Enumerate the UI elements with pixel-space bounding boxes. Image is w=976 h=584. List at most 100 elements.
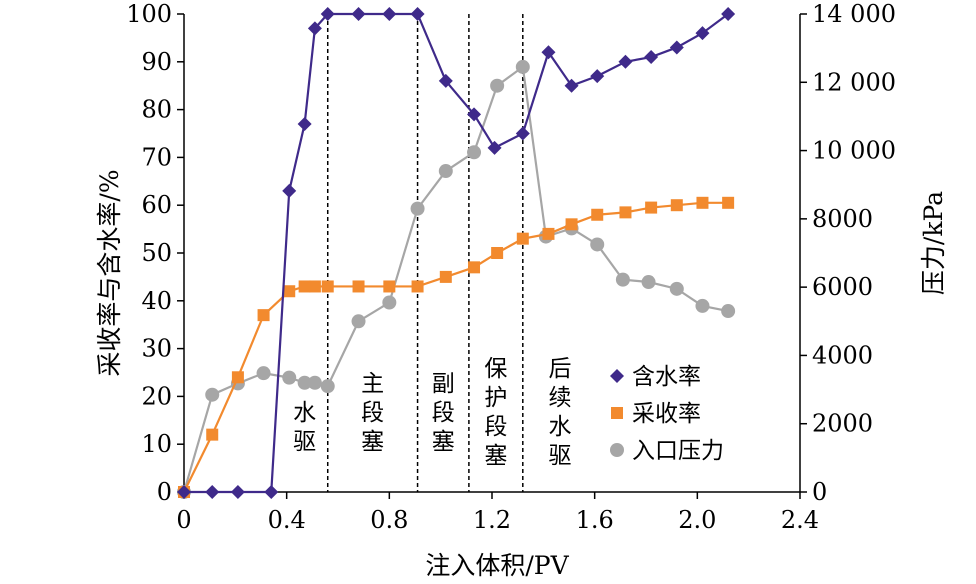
data-point-circle [490,78,505,93]
stage-label-char: 保 [484,356,507,382]
data-point-diamond [410,7,425,21]
stage-label-char: 段 [361,400,384,426]
stage-label-char: 塞 [484,443,507,469]
data-point-circle [695,298,710,313]
stage-label-char: 副 [432,371,455,397]
data-point-diamond [541,45,556,60]
data-point-diamond [618,54,633,69]
y-right-ticks: 0 2000 4000 6000 8000 10 000 12 000 14 000 [800,0,896,506]
data-point-square [308,280,321,293]
data-point-diamond [230,485,245,499]
data-point-circle [410,201,425,216]
y-right-tick-label: 12 000 [812,68,896,96]
x-tick-label: 0.4 [268,506,306,534]
data-point-circle [515,59,530,74]
y-right-tick-label: 14 000 [812,0,896,28]
stage-label-char: 驱 [549,443,572,469]
data-point-circle [721,304,736,319]
data-point-circle [351,314,366,329]
y-right-tick-label: 10 000 [812,137,896,165]
data-point-diamond [205,485,220,499]
series-square [178,196,735,498]
y-left-tick-label: 70 [141,143,172,171]
y-left-tick-label: 40 [141,287,172,315]
data-point-square [257,309,270,322]
data-point-square [283,285,296,298]
data-point-square [619,206,632,219]
data-point-square [722,196,735,209]
data-point-diamond [487,140,502,155]
data-point-circle [256,366,271,381]
y-left-tick-label: 20 [141,382,172,410]
series-layer [177,7,736,499]
data-point-diamond [297,116,312,131]
data-point-square [468,261,481,274]
y-right-tick-label: 2000 [812,410,873,438]
data-point-square [383,280,396,293]
stage-label-char: 护 [484,385,507,411]
data-point-square [439,270,452,283]
x-tick-label: 0 [176,506,191,534]
data-point-diamond [695,26,710,41]
stage-label-char: 段 [484,414,507,440]
data-point-diamond [610,369,624,383]
stage-label-char: 水 [293,400,316,426]
stage-label-char: 驱 [293,429,316,455]
legend-label: 含水率 [632,364,701,390]
y-left-tick-label: 100 [126,0,172,28]
data-point-diamond [351,7,366,21]
data-point-diamond [467,107,482,122]
series-diamond [177,7,736,499]
data-point-square [411,280,424,293]
legend-item: 入口压力 [610,438,724,464]
data-point-square [591,208,604,221]
data-point-diamond [644,50,659,65]
stage-label-char: 续 [549,385,572,411]
stage-label-char: 主 [361,371,384,397]
data-point-square [565,218,578,231]
y-axis-right-title: 压力/kPa [919,191,948,295]
data-point-square [516,232,529,245]
stage-label-char: 塞 [361,429,384,455]
data-point-circle [297,375,312,390]
data-point-square [645,201,658,214]
data-point-square [321,280,334,293]
y-left-tick-label: 30 [141,335,172,363]
data-point-diamond [721,7,736,21]
data-point-diamond [177,485,191,499]
stage-label-char: 塞 [432,429,455,455]
data-point-diamond [438,73,453,88]
stage-label-char: 段 [432,400,455,426]
y-axis-left-title: 采收率与含水率/% [95,169,124,376]
data-point-diamond [264,485,279,499]
data-point-diamond [564,78,579,93]
data-point-circle [467,145,482,160]
legend-label: 入口压力 [632,438,724,464]
x-tick-label: 2.4 [781,506,819,534]
data-point-diamond [320,7,335,21]
legend-item: 采收率 [611,401,701,427]
y-right-tick-label: 4000 [812,341,873,369]
x-tick-label: 0.8 [370,506,408,534]
data-point-diamond [515,126,530,141]
data-point-circle [615,272,630,287]
y-left-tick-label: 0 [157,478,172,506]
x-ticks: 0 0.4 0.8 1.2 1.6 2.0 2.4 [176,492,819,534]
y-right-tick-label: 8000 [812,205,873,233]
y-right-tick-label: 0 [812,478,827,506]
x-tick-label: 1.6 [576,506,614,534]
data-point-square [696,196,709,209]
data-point-circle [205,387,220,402]
y-left-tick-label: 50 [141,239,172,267]
data-point-circle [282,370,297,385]
data-point-square [231,371,244,384]
data-point-square [611,407,623,419]
stage-dividers [326,14,524,492]
data-point-circle [641,275,656,290]
y-left-ticks: 0 10 20 30 40 50 60 70 80 90 100 [126,0,184,506]
data-point-diamond [590,69,605,84]
data-point-diamond [382,7,397,21]
data-point-circle [307,375,322,390]
